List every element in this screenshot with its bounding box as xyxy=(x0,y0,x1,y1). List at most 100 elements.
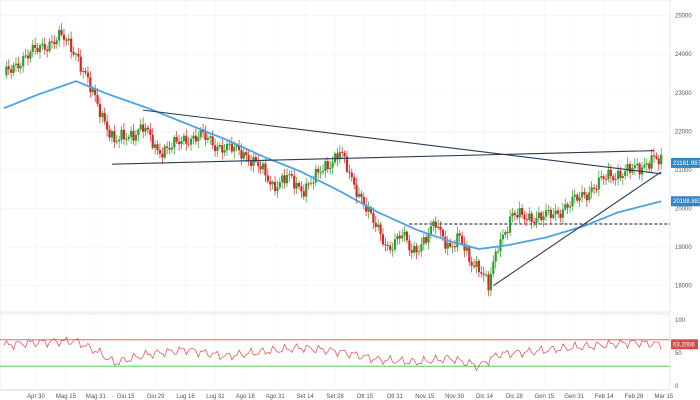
candle-body xyxy=(305,183,308,197)
price-tick-label: 22000 xyxy=(675,129,692,135)
candle-body xyxy=(91,89,94,93)
time-tick-label: Nov 15 xyxy=(415,394,435,400)
candle-body xyxy=(225,143,229,151)
candle-body xyxy=(312,182,315,184)
candle-body xyxy=(110,130,114,138)
candle-body xyxy=(583,192,586,195)
time-tick-label: Lug 16 xyxy=(176,394,195,400)
candle-body xyxy=(341,151,344,153)
candle-body xyxy=(336,153,339,160)
candle-body xyxy=(295,182,298,189)
candle-body xyxy=(420,244,423,252)
time-tick-label: Mag 31 xyxy=(86,394,107,400)
candle-body xyxy=(146,127,150,130)
candle-body xyxy=(228,143,231,145)
price-axis: 18000 19000 20000 21000 22000 23000 24000 25000… xyxy=(671,14,700,290)
price-tick-label: 18000 xyxy=(675,284,692,290)
candle-body xyxy=(297,182,301,187)
price-tick-label: 23000 xyxy=(675,91,692,97)
candle-body xyxy=(559,213,562,218)
candle-body xyxy=(604,178,608,180)
candle-body xyxy=(233,146,236,152)
time-tick-label: Nov 30 xyxy=(445,394,465,400)
candle-body xyxy=(46,49,49,52)
candle-body xyxy=(254,157,257,162)
candle-body xyxy=(516,215,519,218)
candle-body xyxy=(535,218,538,223)
trendline xyxy=(143,109,662,175)
candle-body xyxy=(242,152,245,159)
candle-body xyxy=(29,51,32,59)
candle-body xyxy=(348,171,351,173)
candle-body xyxy=(427,234,430,243)
candle-body xyxy=(300,186,303,192)
candle-body xyxy=(194,135,197,142)
oscillator-panel: 0 50 100 63.2006 xyxy=(0,318,698,390)
candle-body xyxy=(506,231,509,233)
candle-body xyxy=(636,163,639,166)
candle-body xyxy=(218,145,221,147)
candle-body xyxy=(473,265,476,267)
candle-body xyxy=(98,103,102,118)
candle-body xyxy=(540,212,543,221)
price-tick-label: 24000 xyxy=(675,52,692,58)
candle-body xyxy=(17,63,20,69)
candle-body xyxy=(31,44,34,52)
candle-body xyxy=(257,161,260,167)
candle-body xyxy=(74,53,78,55)
candle-body xyxy=(396,235,399,240)
candle-body xyxy=(458,233,461,236)
candle-body xyxy=(657,158,660,165)
candle-body xyxy=(429,226,433,235)
candle-body xyxy=(544,210,548,217)
candle-body xyxy=(271,181,274,185)
candle-body xyxy=(607,169,610,180)
candle-body xyxy=(357,193,361,197)
candle-body xyxy=(621,176,624,178)
candle-body xyxy=(77,53,80,57)
candle-body xyxy=(149,129,152,135)
candle-body xyxy=(331,162,334,168)
candle-body xyxy=(14,63,18,65)
candle-body xyxy=(206,137,209,140)
candle-body xyxy=(393,239,397,250)
oscillator-value-label: 63.2006 xyxy=(673,342,695,348)
candle-body xyxy=(463,243,466,251)
candle-body xyxy=(561,209,564,218)
candle-body xyxy=(213,145,217,152)
candle-body xyxy=(374,222,377,227)
candle-body xyxy=(547,209,550,211)
candle-body xyxy=(34,44,37,49)
candle-body xyxy=(410,250,413,253)
candle-body xyxy=(122,129,126,140)
candle-body xyxy=(62,34,66,40)
candle-body xyxy=(38,45,42,53)
price-tick-label: 21000 xyxy=(675,168,692,174)
candle-body xyxy=(70,38,73,52)
candle-body xyxy=(619,170,622,178)
candle-body xyxy=(470,261,473,266)
candle-body xyxy=(192,135,195,139)
candle-body xyxy=(338,151,341,160)
candle-body xyxy=(187,143,190,145)
candle-body xyxy=(281,175,284,183)
time-tick-label: Gen 15 xyxy=(534,394,554,400)
time-tick-label: Set 14 xyxy=(296,394,314,400)
candle-body xyxy=(7,66,10,70)
candle-body xyxy=(58,29,61,41)
candle-body xyxy=(626,164,629,171)
oscillator-tick-label: 100 xyxy=(675,318,686,324)
candle-body xyxy=(177,141,181,145)
candle-body xyxy=(528,213,531,220)
moving-average-line xyxy=(3,80,662,250)
candle-body xyxy=(151,134,154,148)
candle-body xyxy=(65,39,68,41)
candle-body xyxy=(221,145,224,153)
candle-body xyxy=(369,207,373,213)
candle-body xyxy=(185,135,188,144)
candle-body xyxy=(24,55,27,57)
candle-body xyxy=(247,155,250,162)
candle-body xyxy=(175,137,178,142)
candle-body xyxy=(101,112,104,118)
